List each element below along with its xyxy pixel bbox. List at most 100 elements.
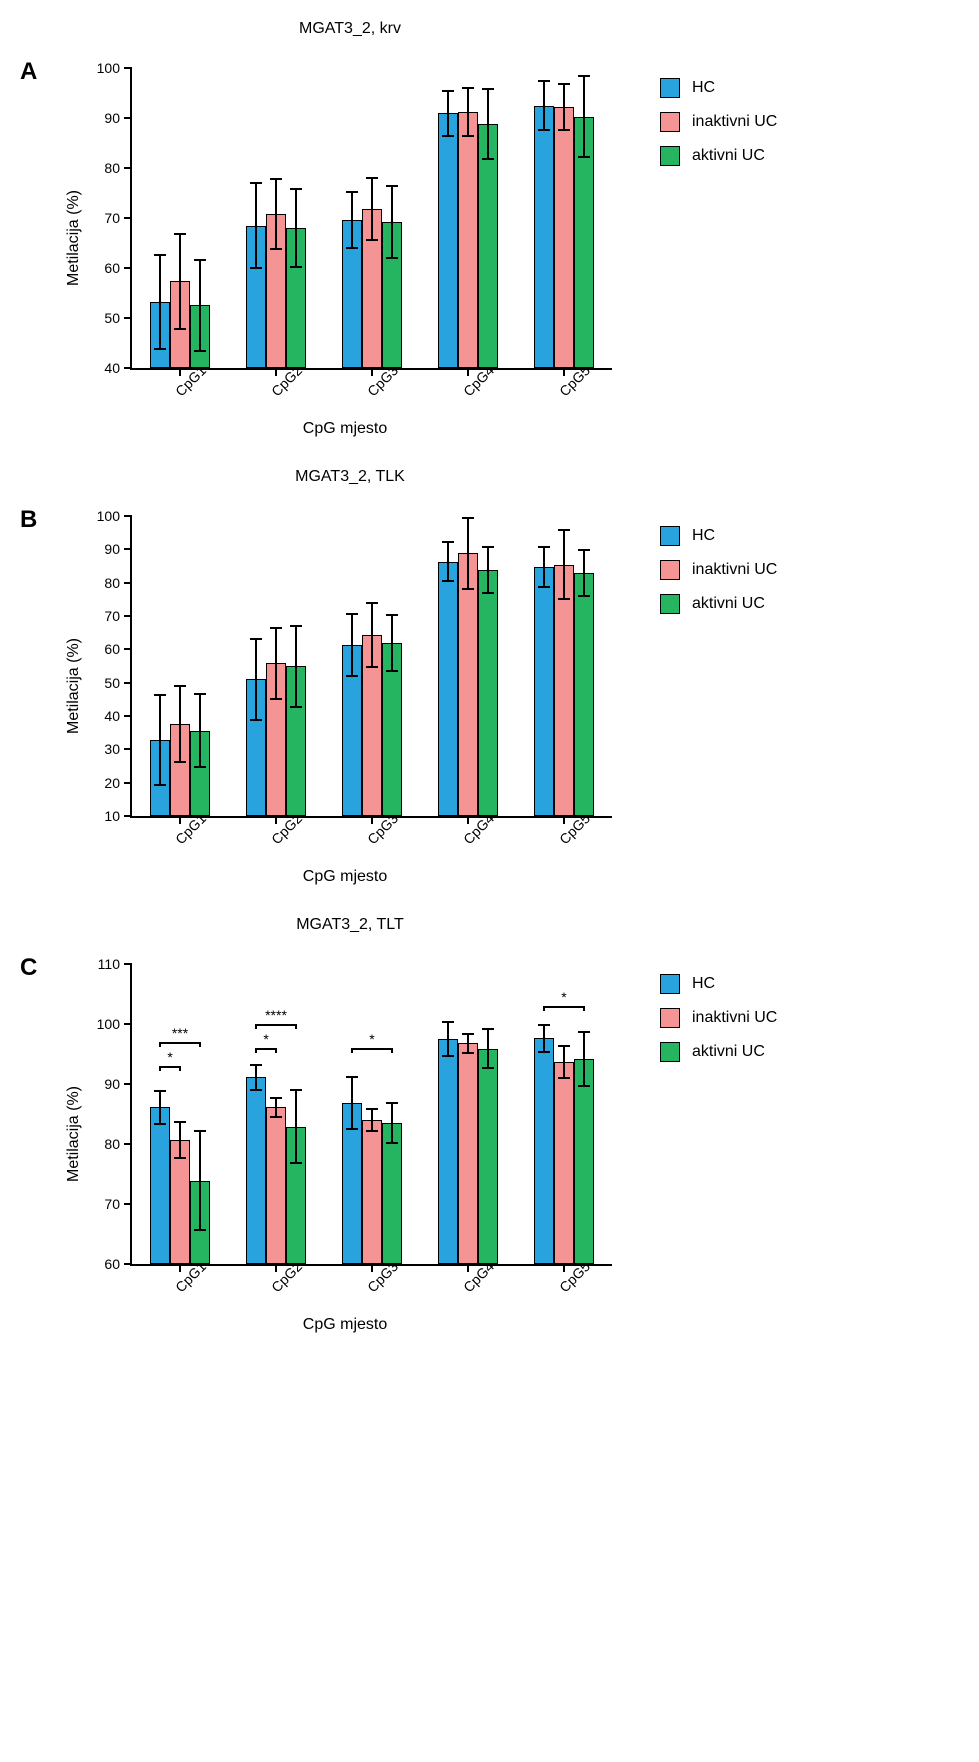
y-axis-label: Metilacija (%) xyxy=(65,638,83,734)
legend-swatch xyxy=(660,974,680,994)
significance-bracket xyxy=(256,1024,296,1026)
error-cap xyxy=(482,592,494,594)
y-tick-label: 80 xyxy=(104,575,132,591)
error-cap xyxy=(442,541,454,543)
y-axis-label: Metilacija (%) xyxy=(65,190,83,286)
legend-item: HC xyxy=(660,526,777,546)
y-tick-label: 60 xyxy=(104,1256,132,1272)
significance-label: * xyxy=(561,989,566,1005)
error-cap xyxy=(290,266,302,268)
x-tick xyxy=(179,1264,181,1272)
y-tick-label: 100 xyxy=(97,1016,132,1032)
y-tick-label: 20 xyxy=(104,775,132,791)
error-cap xyxy=(538,546,550,548)
error-cap xyxy=(270,1097,282,1099)
error-cap xyxy=(270,627,282,629)
error-bar xyxy=(371,178,373,240)
error-cap xyxy=(386,670,398,672)
bar xyxy=(554,1062,574,1264)
error-bar xyxy=(487,547,489,593)
bar xyxy=(246,1077,266,1264)
legend-swatch xyxy=(660,112,680,132)
error-cap xyxy=(442,580,454,582)
error-cap xyxy=(174,233,186,235)
error-bar xyxy=(543,1025,545,1051)
significance-bracket-drop xyxy=(199,1042,201,1047)
error-bar xyxy=(159,1091,161,1125)
error-cap xyxy=(462,135,474,137)
legend-label: inaktivni UC xyxy=(692,1009,777,1027)
panel-title: MGAT3_2, krv xyxy=(20,20,620,38)
error-cap xyxy=(270,698,282,700)
x-tick xyxy=(179,368,181,376)
error-cap xyxy=(154,1090,166,1092)
error-bar xyxy=(159,255,161,349)
error-bar xyxy=(159,695,161,784)
bar xyxy=(574,1059,594,1264)
significance-bracket-drop xyxy=(583,1006,585,1011)
error-cap xyxy=(578,156,590,158)
significance-bracket xyxy=(160,1066,180,1068)
legend-label: aktivni UC xyxy=(692,1043,765,1061)
error-cap xyxy=(270,1116,282,1118)
significance-bracket-drop xyxy=(295,1024,297,1029)
error-bar xyxy=(391,615,393,671)
significance-label: **** xyxy=(265,1007,287,1023)
legend: HCinaktivni UCaktivni UC xyxy=(660,496,777,628)
significance-bracket xyxy=(160,1042,200,1044)
panel-b: MGAT3_2, TLKBMetilacija (%)CpG mjesto102… xyxy=(20,468,960,876)
error-cap xyxy=(250,1089,262,1091)
error-cap xyxy=(194,766,206,768)
error-cap xyxy=(366,602,378,604)
error-cap xyxy=(346,1076,358,1078)
error-bar xyxy=(199,260,201,351)
y-tick-label: 80 xyxy=(104,160,132,176)
significance-label: *** xyxy=(172,1025,188,1041)
legend-swatch xyxy=(660,526,680,546)
error-cap xyxy=(386,1142,398,1144)
error-cap xyxy=(578,75,590,77)
error-bar xyxy=(371,1109,373,1132)
error-cap xyxy=(386,257,398,259)
x-tick xyxy=(563,1264,565,1272)
error-bar xyxy=(391,186,393,258)
error-cap xyxy=(346,613,358,615)
error-bar xyxy=(543,547,545,586)
significance-bracket-drop xyxy=(255,1024,257,1029)
error-cap xyxy=(346,247,358,249)
significance-bracket-drop xyxy=(159,1042,161,1047)
error-cap xyxy=(366,666,378,668)
error-cap xyxy=(366,177,378,179)
error-cap xyxy=(442,135,454,137)
error-bar xyxy=(179,686,181,763)
y-tick-label: 100 xyxy=(97,508,132,524)
error-bar xyxy=(583,76,585,157)
significance-bracket xyxy=(256,1048,276,1050)
error-cap xyxy=(174,685,186,687)
x-axis-label: CpG mjesto xyxy=(303,1316,387,1334)
bar xyxy=(150,1107,170,1264)
error-cap xyxy=(290,625,302,627)
panel-a: MGAT3_2, krvAMetilacija (%)CpG mjesto405… xyxy=(20,20,960,428)
y-tick-label: 70 xyxy=(104,608,132,624)
error-cap xyxy=(578,1085,590,1087)
legend-label: HC xyxy=(692,79,715,97)
error-bar xyxy=(371,603,373,667)
error-bar xyxy=(179,1122,181,1158)
chart-area: Metilacija (%)CpG mjesto405060708090100C… xyxy=(60,48,630,428)
legend-swatch xyxy=(660,594,680,614)
error-cap xyxy=(558,1077,570,1079)
error-bar xyxy=(351,614,353,675)
error-bar xyxy=(351,1077,353,1129)
error-cap xyxy=(538,129,550,131)
error-bar xyxy=(543,81,545,130)
error-cap xyxy=(482,1067,494,1069)
error-cap xyxy=(442,1055,454,1057)
error-cap xyxy=(462,588,474,590)
error-cap xyxy=(482,158,494,160)
error-cap xyxy=(290,1089,302,1091)
error-cap xyxy=(578,1031,590,1033)
error-cap xyxy=(250,638,262,640)
error-cap xyxy=(174,328,186,330)
y-tick-label: 60 xyxy=(104,260,132,276)
